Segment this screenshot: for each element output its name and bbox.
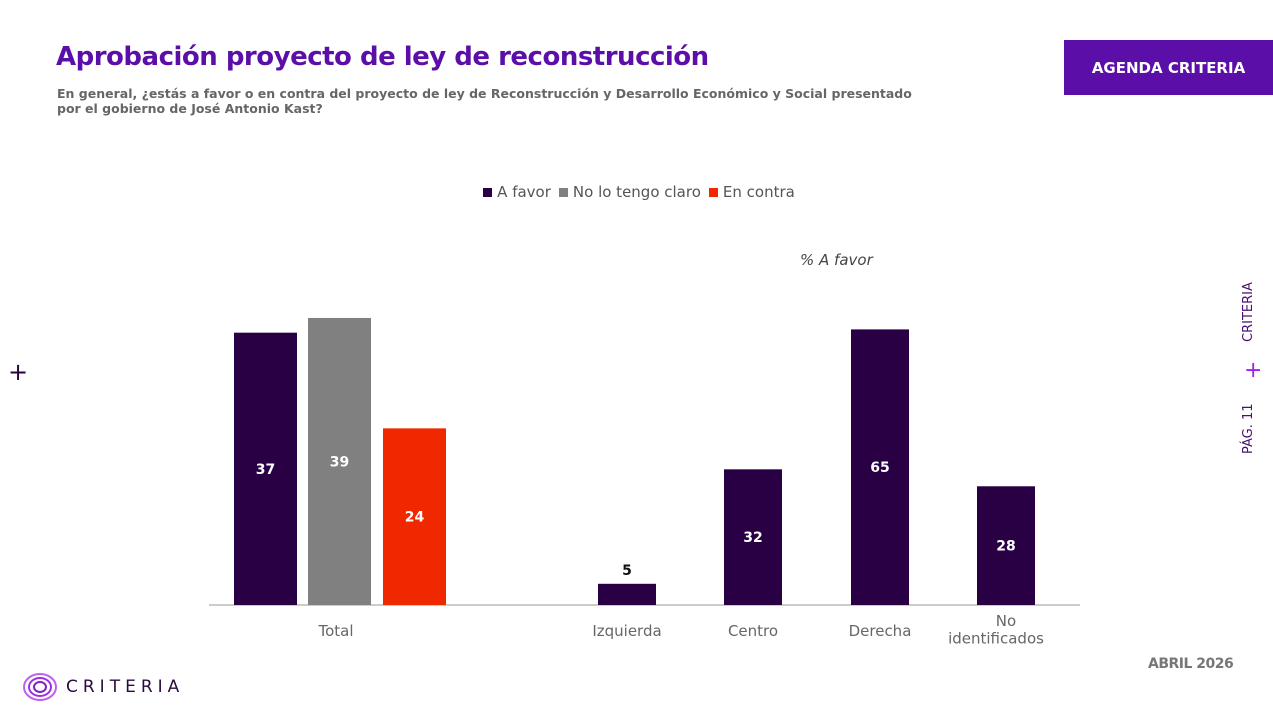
report-date: ABRIL 2026 [1148,656,1234,672]
x-tick-label: Izquierda [592,622,661,640]
chart-annotation: % A favor [800,251,873,269]
logo-rings-icon [23,673,57,701]
bar-centro [724,469,782,605]
plus-icon: + [8,358,29,386]
x-tick-label: identificados [948,630,1044,648]
legend-label: No lo tengo claro [572,183,701,201]
logo-text: CRITERIA [66,677,185,697]
legend-swatch [558,187,568,197]
page-title: Aprobación proyecto de ley de reconstruc… [56,42,709,72]
x-tick-label: Total [317,622,353,640]
x-tick-label: Derecha [849,622,912,640]
legend-swatch [708,187,718,197]
bar-izquierda [598,583,656,605]
data-label: 32 [743,530,762,546]
legend-label: A favor [497,183,551,201]
bar-total-no-lo-tengo-claro [308,317,371,605]
question-subtitle: En general, ¿estás a favor o en contra d… [57,86,912,116]
side-brand: CRITERIA [1241,282,1256,342]
bar-no-identificados [977,486,1035,605]
legend-label: En contra [722,183,795,201]
legend-no-claro: No lo tengo claro [558,183,701,201]
legend-swatch [483,187,493,197]
side-strip: CRITERIA + PÁG. 11 [1238,270,1268,460]
data-label: 37 [256,462,275,478]
x-tick-label: Centro [728,622,778,640]
data-label: 24 [405,510,425,526]
plus-icon: + [1244,358,1263,383]
bar-derecha [851,329,909,605]
legend-a-favor: A favor [483,183,551,201]
legend-en-contra: En contra [708,183,795,201]
bar-total-en-contra [383,428,446,605]
page-number: PÁG. 11 [1241,403,1256,454]
bar-total-a-favor [234,332,297,605]
data-label: 39 [330,454,349,470]
agenda-criteria-badge: AGENDA CRITERIA [1064,40,1273,95]
x-tick-label: No [996,612,1016,630]
chart-legend: A favor No lo tengo claro En contra [0,183,1273,201]
data-label: 5 [622,563,632,579]
data-label: 28 [996,539,1015,555]
criteria-logo: CRITERIA [22,672,184,702]
data-label: 65 [870,460,889,476]
